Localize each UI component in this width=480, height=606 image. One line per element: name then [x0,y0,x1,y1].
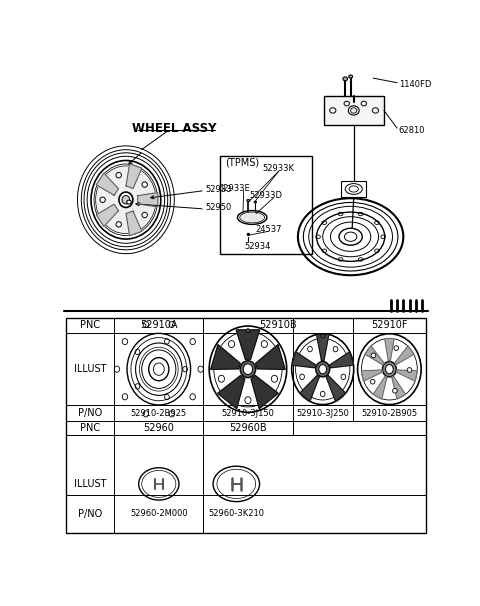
Text: 52910-2B905: 52910-2B905 [361,408,418,418]
Text: 52910B: 52910B [259,321,297,330]
Polygon shape [218,376,245,408]
Ellipse shape [119,192,133,207]
Text: P/NO: P/NO [78,408,102,418]
Bar [324,96,384,125]
Polygon shape [361,370,382,381]
Bar [220,156,312,255]
Text: 52960: 52960 [144,423,174,433]
Text: 52933K: 52933K [263,164,295,173]
Text: ILLUST: ILLUST [74,364,107,374]
Polygon shape [211,345,240,370]
Text: ILLUST: ILLUST [74,479,107,489]
Text: 52910-3J250: 52910-3J250 [296,408,349,418]
Ellipse shape [218,375,225,382]
Text: PNC: PNC [80,321,100,330]
Polygon shape [330,351,354,368]
Polygon shape [96,173,119,195]
Text: 52910-2B925: 52910-2B925 [131,408,187,418]
Ellipse shape [247,199,250,202]
Polygon shape [251,376,278,408]
Ellipse shape [308,347,312,352]
Polygon shape [317,335,329,361]
Polygon shape [392,376,406,399]
Ellipse shape [300,374,304,379]
Ellipse shape [407,368,412,372]
Ellipse shape [393,388,397,393]
Text: 52933D: 52933D [249,191,282,201]
Text: 52910F: 52910F [371,321,408,330]
Ellipse shape [96,166,156,234]
Ellipse shape [238,210,267,224]
Text: (TPMS): (TPMS) [225,158,259,168]
Polygon shape [138,193,158,207]
Ellipse shape [247,233,250,236]
Polygon shape [365,346,384,365]
Polygon shape [236,330,260,359]
Ellipse shape [321,391,325,397]
Text: WHEEL ASSY: WHEEL ASSY [132,122,217,135]
Polygon shape [300,375,319,401]
Ellipse shape [321,334,324,338]
Ellipse shape [245,397,251,404]
Ellipse shape [116,173,121,178]
Text: 52960-2M000: 52960-2M000 [130,510,188,518]
Text: 52960-3K210: 52960-3K210 [208,510,264,518]
Ellipse shape [333,347,338,352]
Polygon shape [326,375,346,401]
Polygon shape [396,370,417,381]
Ellipse shape [228,341,235,347]
Text: 52910A: 52910A [140,321,178,330]
Ellipse shape [142,182,147,187]
Text: 52910-3J150: 52910-3J150 [221,408,275,418]
Ellipse shape [319,365,326,374]
Ellipse shape [316,361,330,377]
Text: 62810: 62810 [399,126,425,135]
Ellipse shape [394,346,398,350]
Ellipse shape [100,197,105,202]
Text: 1140FD: 1140FD [399,80,431,88]
Ellipse shape [243,364,252,375]
Ellipse shape [261,341,267,347]
Text: PNC: PNC [80,423,100,433]
Text: 52934: 52934 [244,242,271,251]
Ellipse shape [385,365,393,374]
Polygon shape [126,164,142,188]
Text: P/NO: P/NO [78,509,102,519]
Ellipse shape [254,201,256,203]
Text: 52960B: 52960B [229,423,267,433]
Polygon shape [384,339,394,361]
Text: 24537: 24537 [255,225,282,233]
Text: 52933: 52933 [206,185,232,195]
Ellipse shape [348,75,353,78]
Polygon shape [96,204,119,227]
Ellipse shape [271,375,277,382]
Ellipse shape [371,353,376,358]
Ellipse shape [240,361,256,378]
Bar [66,318,426,533]
Ellipse shape [343,77,348,81]
Ellipse shape [383,361,396,377]
Polygon shape [373,376,387,399]
Polygon shape [256,345,285,370]
Ellipse shape [122,196,130,204]
Ellipse shape [371,379,375,384]
Ellipse shape [127,200,132,204]
Text: 52950: 52950 [206,203,232,212]
Ellipse shape [116,222,121,227]
Polygon shape [395,346,414,365]
Ellipse shape [341,374,346,379]
Bar [341,181,366,198]
Polygon shape [292,351,316,368]
Text: 52933E: 52933E [218,184,250,193]
Ellipse shape [142,212,147,218]
Polygon shape [126,211,142,236]
Ellipse shape [246,328,250,333]
